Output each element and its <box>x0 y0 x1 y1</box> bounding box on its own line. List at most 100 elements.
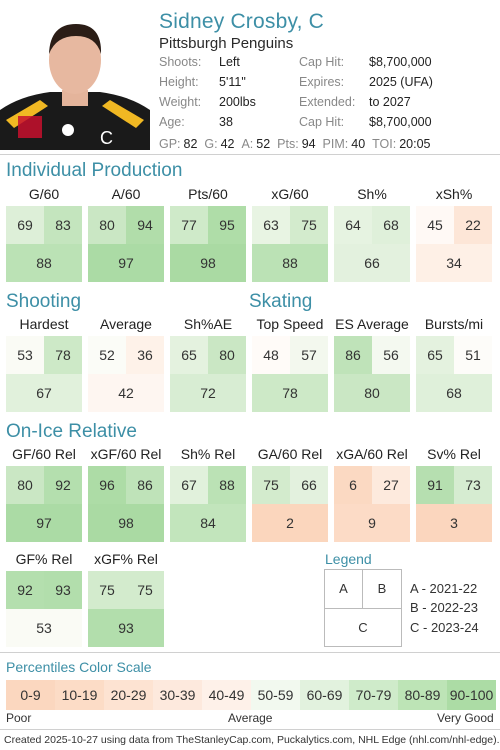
percentile-cell-a: 45 <box>416 206 454 244</box>
percentile-cell-c: 84 <box>170 504 246 542</box>
stat-value: 40 <box>351 137 366 151</box>
metric-label: xGF% Rel <box>94 551 158 567</box>
legend-c: C <box>358 620 368 635</box>
metric-label: Bursts/mi <box>424 316 484 332</box>
percentile-cell-b: 86 <box>126 466 164 504</box>
percentile-cell-c: 88 <box>6 244 82 282</box>
scale-title: Percentiles Color Scale <box>6 659 152 675</box>
scale-bin: 10-19 <box>55 680 104 710</box>
scale-bin: 50-59 <box>251 680 300 710</box>
percentile-cell-c: 34 <box>416 244 492 282</box>
percentile-cell-b: 66 <box>290 466 328 504</box>
legend-line-c: C - 2023-24 <box>410 620 479 635</box>
info-label: Extended: <box>299 95 356 109</box>
legend-box: A B C <box>324 569 402 647</box>
scale-bin: 20-29 <box>104 680 153 710</box>
percentile-cell-a: 53 <box>6 336 44 374</box>
stat-label: Pts: <box>277 137 299 151</box>
percentile-cell-b: 51 <box>454 336 492 374</box>
percentile-cell-b: 27 <box>372 466 410 504</box>
metric-label: Sh%AE <box>183 316 233 332</box>
percentile-cell-a: 48 <box>252 336 290 374</box>
info-value: $8,700,000 <box>369 115 432 129</box>
scale-bin: 70-79 <box>349 680 398 710</box>
info-label: Expires: <box>299 75 345 89</box>
legend-title: Legend <box>325 551 372 567</box>
percentile-cell-c: 88 <box>252 244 328 282</box>
scale-bin: 60-69 <box>300 680 349 710</box>
percentile-cell-c: 78 <box>252 374 328 412</box>
info-value: 38 <box>219 115 233 129</box>
info-value: to 2027 <box>369 95 411 109</box>
scale-average: Average <box>228 711 273 725</box>
percentile-cell-b: 94 <box>126 206 164 244</box>
info-value: 200lbs <box>219 95 256 109</box>
percentile-cell-a: 77 <box>170 206 208 244</box>
metric-label: Sv% Rel <box>427 446 481 462</box>
info-label: Weight: <box>159 95 202 109</box>
scale-bin: 80-89 <box>398 680 447 710</box>
percentile-cell-c: 97 <box>6 504 82 542</box>
percentile-cell-b: 75 <box>290 206 328 244</box>
percentile-cell-a: 65 <box>416 336 454 374</box>
percentile-cell-b: 95 <box>208 206 246 244</box>
info-value: 2025 (UFA) <box>369 75 433 89</box>
metric-label: A/60 <box>111 186 141 202</box>
percentile-cell-b: 56 <box>372 336 410 374</box>
metric-label: Sh% Rel <box>180 446 236 462</box>
divider <box>0 652 500 653</box>
percentile-cell-c: 97 <box>88 244 164 282</box>
percentile-cell-a: 6 <box>334 466 372 504</box>
legend-b: B <box>377 581 387 596</box>
percentile-cell-a: 96 <box>88 466 126 504</box>
section-on-ice-relative: On-Ice Relative <box>6 421 137 442</box>
info-value: $8,700,000 <box>369 55 432 69</box>
stat-label: A: <box>241 137 254 151</box>
metric-label: ES Average <box>335 316 409 332</box>
percentile-cell-c: 72 <box>170 374 246 412</box>
stat-label: G: <box>204 137 218 151</box>
metric-label: xSh% <box>435 186 473 202</box>
stat-value: 94 <box>301 137 316 151</box>
info-value: Left <box>219 55 240 69</box>
percentile-cell-b: 57 <box>290 336 328 374</box>
percentile-cell-b: 22 <box>454 206 492 244</box>
percentile-cell-b: 88 <box>208 466 246 504</box>
percentile-cell-c: 68 <box>416 374 492 412</box>
percentile-cell-c: 3 <box>416 504 492 542</box>
info-label: Shoots: <box>159 55 202 69</box>
metric-label: GF% Rel <box>15 551 73 567</box>
section-shooting: Shooting <box>6 291 82 312</box>
percentile-cell-b: 73 <box>454 466 492 504</box>
info-label: Age: <box>159 115 185 129</box>
metric-label: GF/60 Rel <box>12 446 76 462</box>
percentile-cell-a: 80 <box>6 466 44 504</box>
stat-value: 52 <box>256 137 271 151</box>
percentile-cell-b: 80 <box>208 336 246 374</box>
percentile-cell-a: 65 <box>170 336 208 374</box>
metric-label: xG/60 <box>271 186 309 202</box>
percentile-cell-c: 67 <box>6 374 82 412</box>
scale-bin: 30-39 <box>153 680 202 710</box>
metric-label: GA/60 Rel <box>257 446 323 462</box>
percentile-cell-c: 2 <box>252 504 328 542</box>
metric-label: Top Speed <box>256 316 324 332</box>
percentile-cell-a: 75 <box>88 571 126 609</box>
scale-poor: Poor <box>6 711 32 725</box>
info-label: Cap Hit: <box>299 55 345 69</box>
percentile-cell-b: 93 <box>44 571 82 609</box>
scale-bin: 40-49 <box>202 680 251 710</box>
percentile-cell-b: 68 <box>372 206 410 244</box>
percentile-cell-c: 66 <box>334 244 410 282</box>
percentile-cell-b: 75 <box>126 571 164 609</box>
season-statline: GP: 82 G: 42 A: 52 Pts: 94 PIM: 40 TOI: 20:05 <box>159 137 430 151</box>
percentile-cell-c: 9 <box>334 504 410 542</box>
percentile-cell-c: 98 <box>170 244 246 282</box>
player-photo: C <box>0 12 150 150</box>
percentile-cell-a: 64 <box>334 206 372 244</box>
percentile-cell-b: 83 <box>44 206 82 244</box>
percentile-cell-a: 92 <box>6 571 44 609</box>
divider <box>0 729 500 730</box>
percentile-cell-a: 67 <box>170 466 208 504</box>
info-label: Height: <box>159 75 199 89</box>
